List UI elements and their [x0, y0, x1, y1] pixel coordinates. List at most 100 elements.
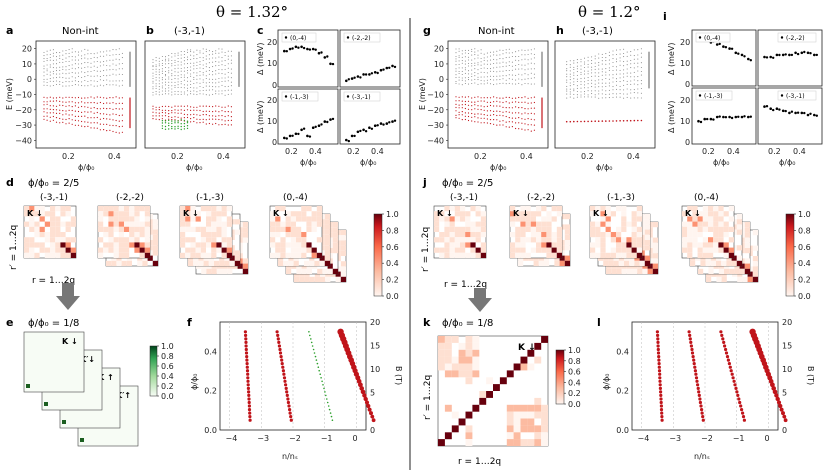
matrix-cell	[306, 242, 312, 248]
matrix-cell	[530, 221, 536, 227]
energy-level-red	[202, 114, 204, 116]
matrix-cell	[595, 237, 601, 243]
energy-level-grey	[115, 64, 117, 66]
energy-level-grey	[640, 66, 642, 69]
energy-level-grey	[199, 74, 201, 76]
matrix-cell	[541, 439, 548, 446]
gap-point	[329, 62, 332, 66]
matrix-cell	[221, 237, 227, 243]
panel-label-l: l	[597, 316, 601, 329]
matrix-cell	[50, 237, 56, 243]
energy-level-red	[52, 112, 55, 114]
energy-level-grey	[158, 91, 160, 93]
energy-level-red	[518, 117, 520, 119]
energy-level-grey	[62, 54, 64, 56]
energy-level-red	[527, 108, 529, 110]
energy-level-red	[152, 105, 154, 107]
energy-level-grey	[511, 83, 513, 85]
energy-level-grey	[474, 82, 476, 84]
matrix-cell	[618, 260, 624, 266]
energy-level-grey	[626, 64, 628, 66]
energy-level-grey	[615, 84, 618, 86]
wannier-point	[783, 418, 788, 423]
matrix-cell	[465, 349, 473, 357]
wannier-point	[311, 345, 314, 347]
matrix-cell	[536, 237, 542, 243]
matrix-cell	[644, 214, 650, 220]
energy-level-grey	[601, 68, 603, 70]
matrix-cell	[39, 206, 45, 212]
matrix-label: K′↑	[116, 391, 131, 400]
energy-level-grey	[212, 51, 214, 53]
energy-level-red	[505, 126, 507, 128]
energy-level-grey	[458, 48, 460, 50]
energy-level-grey	[174, 61, 176, 63]
energy-level-grey	[171, 69, 173, 71]
energy-level-grey	[623, 61, 625, 63]
energy-level-red	[208, 105, 210, 107]
matrix-cell	[129, 237, 135, 243]
legend-i-4: (-3,-1)	[786, 93, 805, 100]
energy-level-grey	[155, 85, 157, 87]
energy-level-grey	[601, 71, 603, 73]
energy-level-red	[84, 106, 86, 108]
energy-level-grey	[455, 64, 457, 66]
wannier-point	[690, 347, 694, 352]
energy-level-grey	[74, 84, 76, 86]
energy-level-red	[115, 103, 117, 105]
matrix-cell	[286, 268, 292, 274]
matrix-cell	[324, 250, 330, 256]
energy-level-grey	[87, 58, 89, 60]
energy-level-grey	[480, 83, 482, 85]
energy-level-grey	[612, 77, 614, 79]
matrix-cell	[515, 247, 521, 253]
matrix-cell	[24, 206, 30, 212]
panel-label-g: g	[423, 24, 431, 37]
energy-level-red	[496, 114, 498, 117]
gap-point	[769, 55, 772, 59]
matrix-cell	[472, 404, 480, 412]
energy-level-grey	[52, 80, 54, 82]
energy-level-grey	[573, 62, 575, 64]
energy-level-grey	[630, 80, 632, 82]
energy-level-grey	[59, 61, 61, 63]
energy-level-grey	[62, 66, 64, 68]
energy-level-grey	[196, 75, 198, 77]
matrix-cell	[636, 237, 642, 243]
energy-level-grey	[619, 49, 621, 51]
matrix-cell	[434, 247, 440, 253]
matrix-cell	[224, 260, 230, 266]
energy-level-grey	[71, 64, 73, 66]
matrix-cell	[713, 232, 719, 238]
energy-level-grey	[177, 67, 179, 69]
energy-level-grey	[630, 54, 632, 56]
energy-level-grey	[208, 81, 210, 83]
panel-h-plot	[565, 48, 650, 123]
energy-level-grey	[640, 83, 642, 85]
energy-level-grey	[511, 65, 513, 67]
energy-level-grey	[177, 61, 179, 63]
matrix-cell	[144, 242, 150, 248]
energy-level-red	[464, 96, 466, 98]
energy-level-red	[480, 113, 482, 115]
energy-level-red	[212, 106, 214, 108]
matrix-cell	[460, 242, 466, 248]
energy-level-grey	[43, 51, 45, 54]
energy-level-grey	[569, 73, 571, 75]
energy-level-grey	[477, 73, 479, 75]
matrix-cell	[340, 235, 346, 241]
energy-level-grey	[174, 90, 176, 93]
matrix-cell	[306, 221, 312, 227]
energy-level-grey	[489, 79, 492, 81]
matrix-cell	[444, 363, 452, 371]
gap-point	[376, 124, 379, 127]
energy-level-grey	[186, 77, 189, 79]
gap-point	[718, 115, 721, 118]
gap-point	[763, 105, 766, 108]
matrix-cell	[65, 206, 71, 212]
energy-level-grey	[573, 74, 575, 76]
energy-level-grey	[193, 87, 195, 89]
wannier-point	[688, 337, 692, 341]
energy-level-grey	[208, 85, 210, 87]
energy-level-red	[477, 113, 479, 115]
